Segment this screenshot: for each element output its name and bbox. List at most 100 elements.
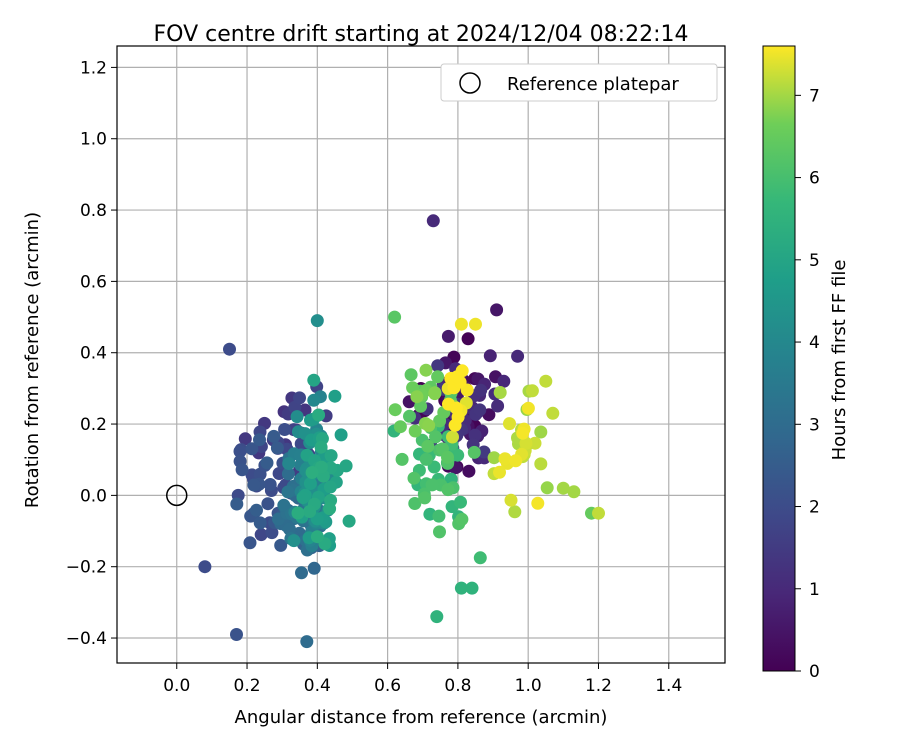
- data-point: [393, 420, 407, 434]
- data-point: [433, 525, 446, 539]
- colorbar-tick-label: 4: [809, 333, 820, 353]
- data-point: [469, 317, 482, 331]
- data-point: [263, 478, 277, 491]
- data-point: [408, 497, 422, 510]
- data-point: [511, 349, 525, 363]
- colorbar-ticks: 0 1 2 3 4 5 6 7: [795, 86, 820, 682]
- data-point: [467, 445, 481, 459]
- data-point: [238, 432, 252, 446]
- data-point: [300, 635, 314, 649]
- data-point: [395, 452, 409, 466]
- data-point: [477, 445, 491, 459]
- data-point: [546, 406, 560, 420]
- y-tick-label: −0.2: [66, 558, 107, 578]
- colorbar-tick-label: 3: [809, 415, 820, 435]
- colorbar-tick-label: 0: [809, 662, 820, 682]
- data-point: [307, 393, 321, 407]
- data-point: [493, 386, 507, 399]
- y-tick-label: 1.2: [80, 58, 107, 78]
- data-point: [272, 467, 286, 480]
- data-point: [567, 485, 581, 499]
- colorbar: 0 1 2 3 4 5 6 7 Hours from first FF file: [762, 45, 850, 682]
- data-point: [421, 439, 435, 453]
- data-point: [270, 441, 284, 455]
- data-point: [261, 497, 275, 511]
- legend-box: [440, 63, 718, 102]
- data-point: [403, 409, 416, 423]
- data-point: [441, 329, 455, 343]
- data-point: [508, 505, 522, 519]
- data-point: [328, 389, 342, 403]
- y-tick-label: 0.8: [80, 201, 107, 221]
- data-point: [290, 410, 304, 424]
- data-point: [310, 314, 324, 328]
- data-point: [253, 516, 267, 530]
- data-point: [277, 498, 291, 512]
- data-point: [504, 493, 518, 507]
- data-point: [446, 430, 459, 444]
- data-point: [295, 566, 308, 580]
- x-tick-label: 0.0: [163, 676, 190, 696]
- data-point: [454, 495, 467, 509]
- y-axis: −0.4 −0.2 0.0 0.2 0.4 0.6 0.8 1.0 1.2: [66, 58, 117, 649]
- data-point: [307, 373, 321, 387]
- data-point: [497, 374, 511, 388]
- data-point: [282, 457, 296, 470]
- data-point: [250, 503, 263, 517]
- data-point: [498, 452, 512, 466]
- data-point: [281, 485, 295, 499]
- data-point: [462, 464, 476, 478]
- data-point: [419, 452, 433, 466]
- plot-frame: [116, 45, 726, 664]
- data-point: [431, 359, 445, 373]
- plot-area: [117, 46, 725, 663]
- data-point: [474, 383, 488, 397]
- data-point: [305, 466, 319, 479]
- data-point: [521, 401, 535, 415]
- data-point: [278, 423, 292, 436]
- data-point: [281, 467, 295, 481]
- data-point: [323, 502, 337, 516]
- x-axis: 0.0 0.2 0.4 0.6 0.8 1.0 1.2 1.4: [163, 663, 682, 696]
- x-axis-label: Angular distance from reference (arcmin): [235, 707, 608, 728]
- data-point: [539, 374, 553, 388]
- data-point: [441, 450, 454, 464]
- data-point: [388, 403, 402, 417]
- legend: Reference platepar: [440, 63, 718, 102]
- data-point: [310, 530, 324, 544]
- data-point: [455, 512, 469, 526]
- data-point: [540, 481, 554, 495]
- data-point: [454, 581, 468, 595]
- data-point: [287, 534, 301, 548]
- data-point: [230, 497, 244, 511]
- y-tick-label: 0.0: [80, 486, 107, 506]
- data-point: [324, 449, 338, 463]
- data-point: [254, 528, 268, 542]
- data-point: [592, 506, 605, 520]
- data-point: [490, 303, 504, 317]
- data-point: [425, 478, 439, 492]
- data-point: [493, 465, 506, 479]
- data-point: [243, 536, 257, 550]
- data-point: [483, 349, 497, 363]
- y-tick-label: 0.4: [80, 344, 107, 364]
- data-point: [314, 440, 328, 454]
- data-point: [233, 444, 247, 458]
- data-point: [260, 456, 274, 470]
- colorbar-tick-label: 5: [809, 251, 820, 271]
- data-point: [230, 628, 243, 641]
- data-point: [323, 480, 337, 494]
- data-point: [465, 581, 479, 595]
- data-point: [503, 417, 516, 431]
- data-point: [428, 386, 442, 400]
- data-point: [303, 505, 317, 518]
- data-point: [247, 478, 261, 492]
- data-point: [267, 429, 281, 443]
- data-point: [450, 370, 464, 384]
- data-point: [334, 428, 348, 442]
- colorbar-tick-label: 1: [809, 580, 820, 600]
- x-tick-label: 1.4: [655, 676, 682, 696]
- legend-label: Reference platepar: [507, 74, 679, 95]
- data-point: [312, 408, 326, 422]
- data-point: [556, 481, 570, 495]
